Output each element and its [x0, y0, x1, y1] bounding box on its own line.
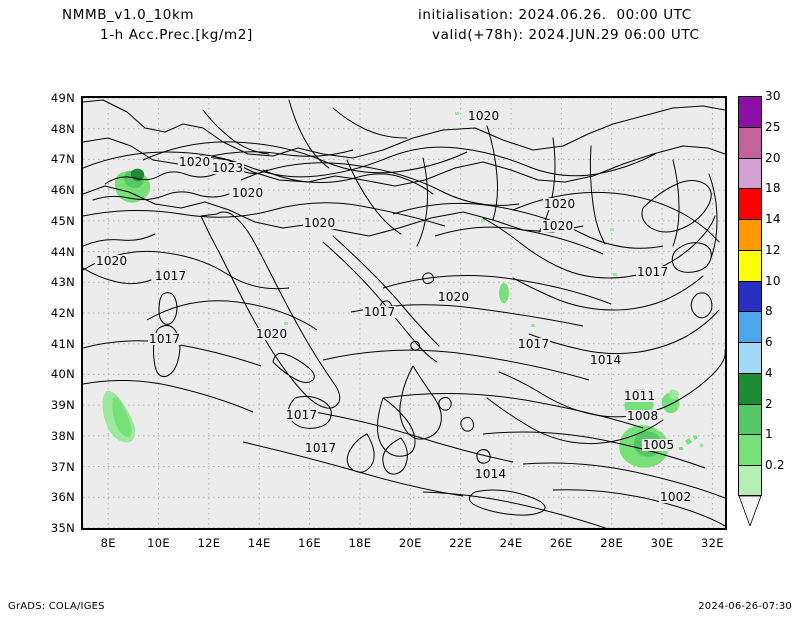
lat-tick-label: 46N [50, 183, 75, 198]
colorbar-tick-label: 30 [765, 89, 781, 103]
footer-timestamp: 2024-06-26-07:30 [698, 601, 792, 612]
isobar-label: 1005 [642, 438, 676, 452]
isobar-label: 1020 [303, 216, 337, 230]
lon-tick-label: 12E [197, 536, 221, 550]
colorbar-tick-label: 18 [765, 181, 781, 196]
colorbar-segment [738, 342, 762, 373]
header-right-block: initialisation: 2024.06.26. 00:00 UTC va… [418, 5, 788, 45]
colorbar-segment [738, 96, 762, 127]
colorbar-segment [738, 311, 762, 343]
isobar-label: 1020 [467, 109, 501, 123]
colorbar-segment [738, 403, 762, 435]
isobar-label: 1017 [285, 408, 319, 422]
colorbar-segment [738, 372, 762, 404]
colorbar-tick-label: 4 [765, 365, 773, 380]
colorbar-tick-label: 20 [765, 150, 781, 165]
colorbar-segment [738, 219, 762, 250]
colorbar-tick-label: 25 [765, 119, 781, 134]
isobar-label: 1020 [255, 327, 289, 341]
colorbar-segment [738, 249, 762, 281]
lon-tick-label: 24E [499, 536, 523, 550]
lat-tick-label: 40N [50, 367, 75, 382]
isobar-label: 1017 [304, 441, 338, 455]
isobar-label: 1017 [363, 305, 397, 319]
lon-tick-label: 22E [449, 536, 473, 550]
model-name: NMMB_v1.0_10km [62, 7, 195, 23]
lon-tick-label: 10E [147, 536, 170, 550]
lon-tick-label: 28E [600, 536, 624, 550]
colorbar-tick-label: 2 [765, 396, 773, 411]
lon-tick-label: 14E [247, 536, 271, 550]
lat-tick-label: 41N [50, 336, 75, 351]
isobar-label: 1023 [211, 161, 245, 175]
lon-tick-label: 18E [348, 536, 372, 550]
isobar-label: 1014 [474, 467, 508, 481]
header-left-block: NMMB_v1.0_10km 1-h Acc.Prec.[kg/m2] [58, 5, 388, 45]
initialisation-time: initialisation: 2024.06.26. 00:00 UTC [418, 7, 692, 23]
map-canvas [83, 98, 725, 528]
lat-tick-label: 48N [50, 121, 75, 136]
lon-tick-label: 8E [100, 536, 116, 550]
isobar-label: 1008 [626, 409, 660, 423]
colorbar-segment [738, 434, 762, 466]
colorbar-tick-label: 14 [765, 212, 781, 227]
colorbar-segment [738, 280, 762, 312]
chart-header: NMMB_v1.0_10km 1-h Acc.Prec.[kg/m2] init… [0, 0, 800, 56]
colorbar-tick-label: 12 [765, 242, 781, 257]
colorbar[interactable]: 0.2 1 2 4 6 8 10 12 14 18 20 25 30 [738, 89, 784, 496]
isobar-label: 1017 [154, 269, 188, 283]
lat-tick-label: 37N [50, 459, 75, 474]
lat-tick-label: 39N [50, 398, 75, 413]
lat-tick-label: 36N [50, 490, 75, 505]
colorbar-segment [738, 126, 762, 158]
field-label: 1-h Acc.Prec.[kg/m2] [100, 27, 253, 43]
colorbar-tick-label: 0.2 [765, 458, 785, 473]
isobar-contours [83, 141, 725, 528]
lat-tick-label: 38N [50, 428, 75, 443]
lon-tick-label: 20E [398, 536, 422, 550]
lat-tick-label: 49N [50, 91, 75, 105]
isobar-label: 1020 [231, 186, 265, 200]
map-geography [83, 98, 725, 528]
colorbar-segment [738, 465, 762, 496]
valid-time: valid(+78h): 2024.JUN.29 06:00 UTC [432, 27, 700, 43]
isobar-label: 1011 [623, 389, 657, 403]
map-plot-area[interactable]: 1020 1020 1023 1020 1020 1020 1020 1020 1017 1017… [81, 96, 727, 530]
colorbar-under-cap [738, 496, 762, 526]
lat-tick-label: 47N [50, 152, 75, 167]
lat-tick-label: 44N [50, 244, 75, 259]
lon-tick-label: 30E [650, 536, 674, 550]
isobar-label: 1017 [517, 337, 551, 351]
colorbar-tick-label: 10 [765, 273, 781, 288]
lon-tick-label: 32E [701, 536, 724, 550]
isobar-label: 1017 [148, 332, 182, 346]
lon-tick-label: 26E [549, 536, 573, 550]
isobar-label: 1002 [659, 490, 693, 504]
lon-tick-label: 16E [298, 536, 321, 550]
lat-tick-label: 35N [50, 521, 75, 535]
isobar-label: 1020 [178, 155, 212, 169]
lat-tick-label: 45N [50, 213, 75, 228]
colorbar-segment [738, 157, 762, 189]
isobar-label: 1020 [437, 290, 471, 304]
lat-tick-label: 42N [50, 306, 75, 320]
colorbar-tick-label: 1 [765, 427, 773, 442]
footer-credit: GrADS: COLA/IGES [8, 601, 105, 612]
colorbar-tick-label: 6 [765, 335, 773, 350]
isobar-label: 1020 [543, 197, 577, 211]
isobar-label: 1017 [636, 265, 670, 279]
isobar-label: 1020 [541, 219, 575, 233]
lat-tick-label: 43N [50, 275, 75, 290]
colorbar-tick-label: 8 [765, 304, 773, 319]
isobar-label: 1014 [589, 353, 623, 367]
isobar-label: 1020 [95, 254, 129, 268]
colorbar-segment [738, 188, 762, 220]
